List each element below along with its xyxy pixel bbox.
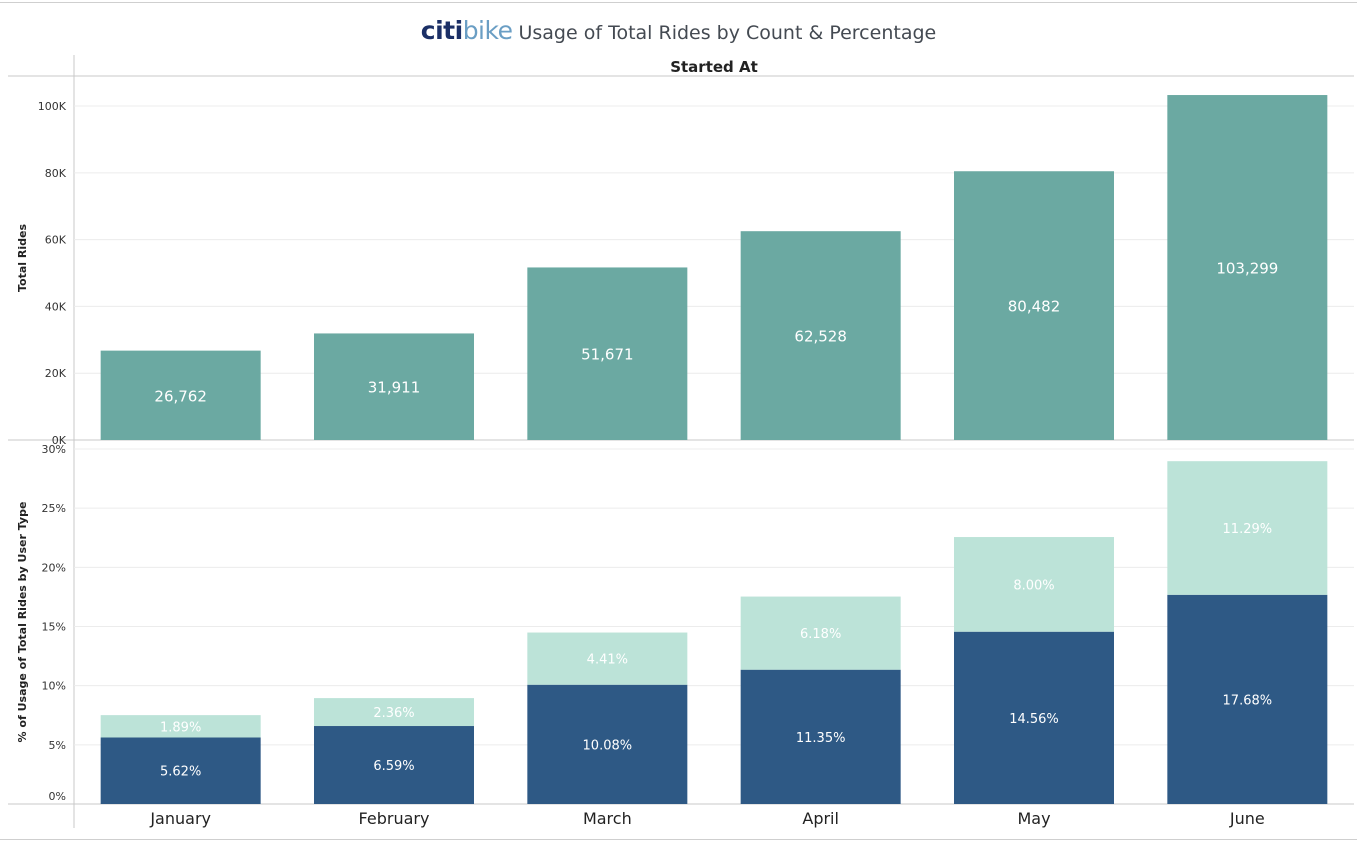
- total-rides-bar-january: [100, 350, 261, 440]
- total-rides-bar-february: [314, 333, 474, 440]
- customer-label-march: 4.41%: [587, 653, 628, 668]
- chart-title-text: Usage of Total Rides by Count & Percenta…: [518, 22, 937, 44]
- customer-bar-april: [740, 596, 901, 670]
- subscriber-bar-march: [527, 684, 688, 804]
- subscriber-label-may: 14.56%: [1009, 712, 1059, 727]
- total-rides-label-june: 103,299: [1216, 260, 1278, 278]
- x-tick-label-january: January: [149, 809, 211, 828]
- chart-title: citibike Usage of Total Rides by Count & …: [0, 16, 1357, 45]
- bottom-y-tick-label: 30%: [42, 443, 66, 456]
- customer-label-april: 6.18%: [800, 627, 841, 642]
- citibike-logo-citi: citi: [420, 16, 463, 45]
- customer-bar-may: [954, 537, 1114, 632]
- total-rides-bar-june: [1167, 95, 1328, 440]
- total-rides-label-may: 80,482: [1008, 298, 1061, 316]
- top-y-tick-label: 60K: [45, 234, 67, 247]
- column-header-started-at: Started At: [670, 58, 758, 76]
- customer-label-may: 8.00%: [1013, 578, 1054, 593]
- total-rides-bar-may: [954, 171, 1114, 440]
- total-rides-bar-march: [527, 267, 688, 440]
- customer-bar-june: [1167, 461, 1328, 595]
- customer-bar-january: [100, 715, 261, 738]
- subscriber-bar-february: [314, 726, 474, 804]
- total-rides-label-february: 31,911: [368, 379, 421, 397]
- bottom-y-tick-label: 10%: [42, 680, 66, 693]
- bottom-y-axis-label: % of Usage of Total Rides by User Type: [16, 502, 29, 743]
- subscriber-bar-june: [1167, 594, 1328, 804]
- bottom-y-tick-label: 15%: [42, 621, 66, 634]
- top-y-tick-label: 80K: [45, 167, 67, 180]
- customer-label-january: 1.89%: [160, 720, 201, 735]
- x-tick-label-february: February: [359, 809, 430, 828]
- top-y-tick-label: 20K: [45, 367, 67, 380]
- total-rides-label-april: 62,528: [794, 328, 847, 346]
- customer-bar-march: [527, 632, 688, 685]
- subscriber-label-april: 11.35%: [796, 731, 846, 746]
- x-tick-label-april: April: [802, 809, 839, 828]
- x-tick-label-may: May: [1017, 809, 1050, 828]
- bottom-y-tick-label: 0%: [49, 790, 66, 803]
- top-y-tick-label: 40K: [45, 300, 67, 313]
- customer-bar-february: [314, 698, 474, 727]
- total-rides-label-january: 26,762: [154, 387, 207, 405]
- citibike-logo-bike: bike: [462, 16, 513, 45]
- bottom-y-tick-label: 20%: [42, 561, 66, 574]
- x-tick-label-march: March: [583, 809, 632, 828]
- customer-label-february: 2.36%: [373, 706, 414, 721]
- subscriber-label-march: 10.08%: [583, 738, 633, 753]
- top-y-axis-label: Total Rides: [16, 224, 29, 292]
- customer-label-june: 11.29%: [1223, 522, 1273, 537]
- top-y-tick-label: 100K: [38, 100, 67, 113]
- top-border: [0, 2, 1357, 3]
- x-tick-label-june: June: [1229, 809, 1265, 828]
- subscriber-label-january: 5.62%: [160, 765, 201, 780]
- total-rides-bar-april: [740, 231, 901, 440]
- top-y-tick-label: 0K: [52, 434, 67, 447]
- bottom-border: [0, 839, 1357, 840]
- subscriber-label-february: 6.59%: [373, 759, 414, 774]
- subscriber-label-june: 17.68%: [1223, 693, 1273, 708]
- bottom-y-tick-label: 25%: [42, 502, 66, 515]
- total-rides-label-march: 51,671: [581, 346, 634, 364]
- bottom-y-tick-label: 5%: [49, 739, 66, 752]
- subscriber-bar-january: [100, 737, 261, 804]
- subscriber-bar-april: [740, 669, 901, 804]
- subscriber-bar-may: [954, 631, 1114, 804]
